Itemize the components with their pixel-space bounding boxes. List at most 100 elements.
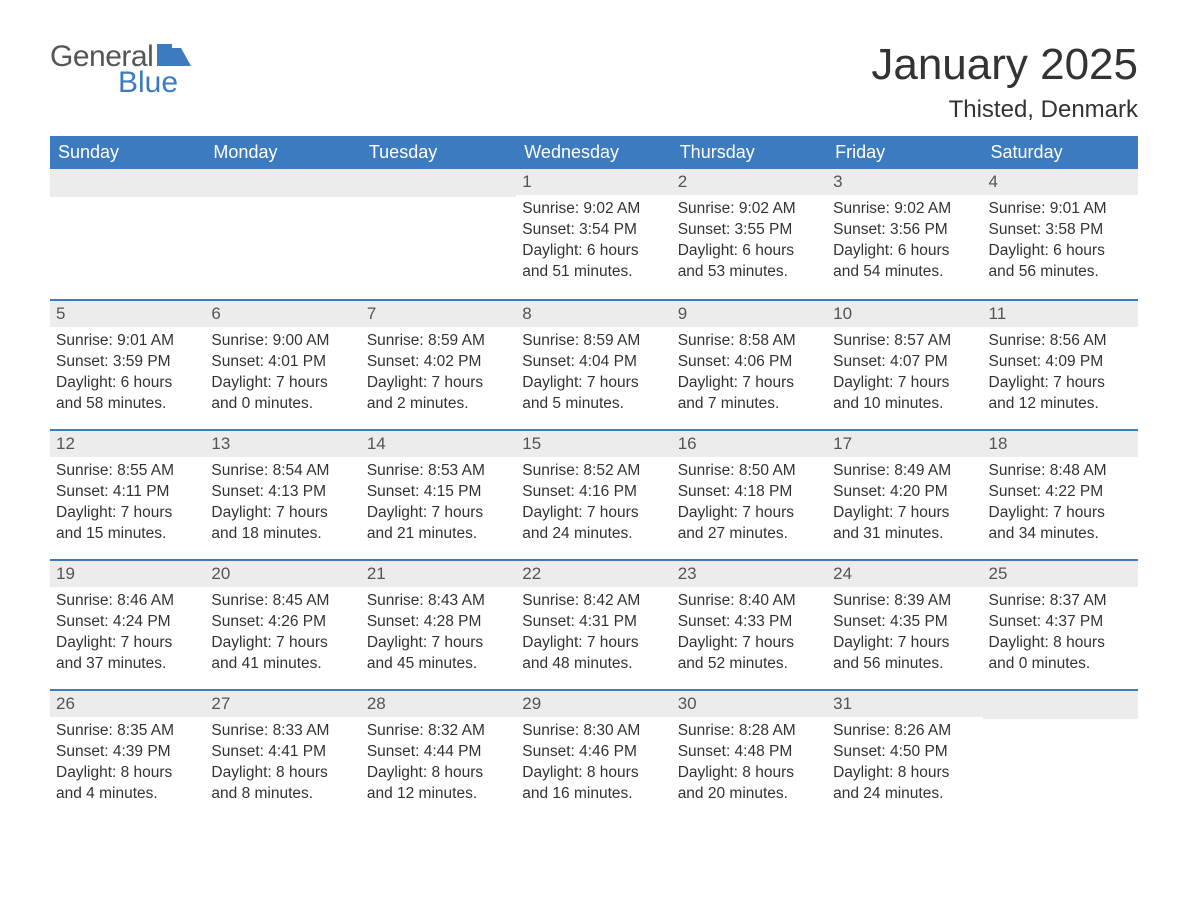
daylight2-line: and 34 minutes. [989,524,1132,545]
calendar-body: 1Sunrise: 9:02 AMSunset: 3:54 PMDaylight… [50,169,1138,819]
calendar-week-row: 1Sunrise: 9:02 AMSunset: 3:54 PMDaylight… [50,169,1138,299]
calendar-cell: 3Sunrise: 9:02 AMSunset: 3:56 PMDaylight… [827,169,982,299]
calendar-cell: 17Sunrise: 8:49 AMSunset: 4:20 PMDayligh… [827,429,982,559]
calendar-cell: 12Sunrise: 8:55 AMSunset: 4:11 PMDayligh… [50,429,205,559]
day-details: Sunrise: 8:39 AMSunset: 4:35 PMDaylight:… [827,587,982,683]
daylight2-line: and 53 minutes. [678,262,821,283]
daylight1-line: Daylight: 8 hours [56,763,199,784]
day-number: 10 [827,299,982,327]
daylight1-line: Daylight: 8 hours [989,633,1132,654]
daylight2-line: and 16 minutes. [522,784,665,805]
day-wrapper [50,169,205,299]
day-details: Sunrise: 8:42 AMSunset: 4:31 PMDaylight:… [516,587,671,683]
sunset-line: Sunset: 4:33 PM [678,612,821,633]
page-header: General Blue January 2025 Thisted, Denma… [50,40,1138,124]
day-wrapper: 25Sunrise: 8:37 AMSunset: 4:37 PMDayligh… [983,559,1138,689]
sunrise-line: Sunrise: 8:43 AM [367,591,510,612]
daylight1-line: Daylight: 7 hours [833,503,976,524]
day-wrapper: 14Sunrise: 8:53 AMSunset: 4:15 PMDayligh… [361,429,516,559]
daylight1-line: Daylight: 6 hours [833,241,976,262]
daylight1-line: Daylight: 7 hours [522,633,665,654]
title-block: January 2025 Thisted, Denmark [871,40,1138,124]
day-wrapper: 16Sunrise: 8:50 AMSunset: 4:18 PMDayligh… [672,429,827,559]
sunset-line: Sunset: 4:15 PM [367,482,510,503]
day-details: Sunrise: 8:28 AMSunset: 4:48 PMDaylight:… [672,717,827,813]
day-number: 17 [827,429,982,457]
calendar-cell: 23Sunrise: 8:40 AMSunset: 4:33 PMDayligh… [672,559,827,689]
day-wrapper [205,169,360,299]
daylight2-line: and 2 minutes. [367,394,510,415]
day-wrapper: 27Sunrise: 8:33 AMSunset: 4:41 PMDayligh… [205,689,360,819]
daylight2-line: and 5 minutes. [522,394,665,415]
sunrise-line: Sunrise: 9:02 AM [678,199,821,220]
sunrise-line: Sunrise: 9:02 AM [522,199,665,220]
calendar-cell: 31Sunrise: 8:26 AMSunset: 4:50 PMDayligh… [827,689,982,819]
sunrise-line: Sunrise: 8:57 AM [833,331,976,352]
calendar-cell: 28Sunrise: 8:32 AMSunset: 4:44 PMDayligh… [361,689,516,819]
daylight2-line: and 48 minutes. [522,654,665,675]
day-wrapper: 28Sunrise: 8:32 AMSunset: 4:44 PMDayligh… [361,689,516,819]
day-details: Sunrise: 8:30 AMSunset: 4:46 PMDaylight:… [516,717,671,813]
daylight1-line: Daylight: 7 hours [522,503,665,524]
calendar-head: Sunday Monday Tuesday Wednesday Thursday… [50,136,1138,169]
sunrise-line: Sunrise: 8:35 AM [56,721,199,742]
day-wrapper: 18Sunrise: 8:48 AMSunset: 4:22 PMDayligh… [983,429,1138,559]
sunrise-line: Sunrise: 8:46 AM [56,591,199,612]
sunset-line: Sunset: 4:35 PM [833,612,976,633]
sunrise-line: Sunrise: 8:59 AM [522,331,665,352]
day-details: Sunrise: 9:01 AMSunset: 3:59 PMDaylight:… [50,327,205,423]
weekday-header: Thursday [672,136,827,169]
day-details: Sunrise: 8:59 AMSunset: 4:02 PMDaylight:… [361,327,516,423]
calendar-week-row: 26Sunrise: 8:35 AMSunset: 4:39 PMDayligh… [50,689,1138,819]
day-number: 26 [50,689,205,717]
sunrise-line: Sunrise: 8:49 AM [833,461,976,482]
daylight2-line: and 12 minutes. [367,784,510,805]
sunset-line: Sunset: 4:44 PM [367,742,510,763]
day-wrapper: 7Sunrise: 8:59 AMSunset: 4:02 PMDaylight… [361,299,516,429]
calendar-cell [205,169,360,299]
daylight2-line: and 56 minutes. [989,262,1132,283]
calendar-cell [983,689,1138,819]
sunrise-line: Sunrise: 8:40 AM [678,591,821,612]
daylight1-line: Daylight: 7 hours [367,373,510,394]
daylight2-line: and 0 minutes. [989,654,1132,675]
calendar-page: General Blue January 2025 Thisted, Denma… [0,0,1188,869]
sunset-line: Sunset: 3:54 PM [522,220,665,241]
daylight2-line: and 24 minutes. [522,524,665,545]
daylight2-line: and 41 minutes. [211,654,354,675]
sunrise-line: Sunrise: 8:39 AM [833,591,976,612]
day-number-empty [50,169,205,197]
location-label: Thisted, Denmark [871,96,1138,124]
day-wrapper: 19Sunrise: 8:46 AMSunset: 4:24 PMDayligh… [50,559,205,689]
daylight2-line: and 8 minutes. [211,784,354,805]
daylight1-line: Daylight: 8 hours [833,763,976,784]
day-wrapper: 15Sunrise: 8:52 AMSunset: 4:16 PMDayligh… [516,429,671,559]
sunset-line: Sunset: 4:13 PM [211,482,354,503]
calendar-cell: 4Sunrise: 9:01 AMSunset: 3:58 PMDaylight… [983,169,1138,299]
day-number: 3 [827,169,982,195]
daylight1-line: Daylight: 7 hours [211,503,354,524]
sunset-line: Sunset: 4:06 PM [678,352,821,373]
daylight2-line: and 18 minutes. [211,524,354,545]
day-number: 11 [983,299,1138,327]
daylight1-line: Daylight: 7 hours [211,633,354,654]
calendar-cell: 13Sunrise: 8:54 AMSunset: 4:13 PMDayligh… [205,429,360,559]
day-number: 4 [983,169,1138,195]
sunrise-line: Sunrise: 8:59 AM [367,331,510,352]
calendar-cell: 18Sunrise: 8:48 AMSunset: 4:22 PMDayligh… [983,429,1138,559]
sunrise-line: Sunrise: 8:33 AM [211,721,354,742]
daylight1-line: Daylight: 7 hours [833,373,976,394]
day-number: 22 [516,559,671,587]
daylight2-line: and 37 minutes. [56,654,199,675]
calendar-cell: 10Sunrise: 8:57 AMSunset: 4:07 PMDayligh… [827,299,982,429]
calendar-cell: 9Sunrise: 8:58 AMSunset: 4:06 PMDaylight… [672,299,827,429]
month-title: January 2025 [871,40,1138,90]
day-details: Sunrise: 9:02 AMSunset: 3:54 PMDaylight:… [516,195,671,291]
daylight1-line: Daylight: 7 hours [833,633,976,654]
day-wrapper: 3Sunrise: 9:02 AMSunset: 3:56 PMDaylight… [827,169,982,299]
daylight2-line: and 21 minutes. [367,524,510,545]
daylight2-line: and 10 minutes. [833,394,976,415]
calendar-week-row: 19Sunrise: 8:46 AMSunset: 4:24 PMDayligh… [50,559,1138,689]
day-number: 18 [983,429,1138,457]
day-wrapper: 13Sunrise: 8:54 AMSunset: 4:13 PMDayligh… [205,429,360,559]
